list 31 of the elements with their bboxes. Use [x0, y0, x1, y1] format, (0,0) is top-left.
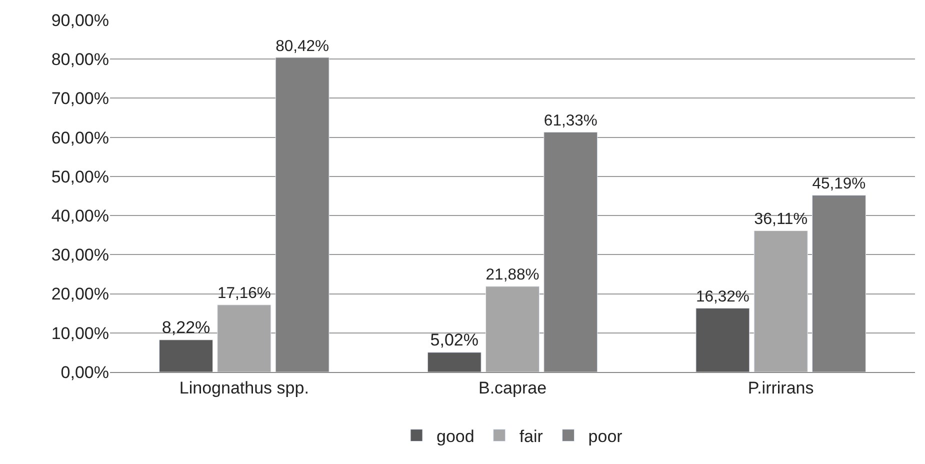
data-label: 17,16% [217, 285, 271, 302]
y-tick-label: 30,00% [51, 246, 109, 265]
x-tick-label: P.irrirans [748, 378, 814, 398]
data-label: 8,22% [162, 318, 210, 337]
data-label: 61,33% [544, 112, 598, 130]
bar [217, 304, 272, 372]
y-tick-label: 20,00% [51, 284, 109, 304]
bar [754, 230, 808, 372]
bar [486, 286, 540, 372]
y-tick-label: 10,00% [51, 324, 109, 343]
bar [696, 308, 750, 372]
y-tick-label: 60,00% [51, 128, 109, 148]
legend-label: good [436, 426, 474, 446]
y-tick-label: 40,00% [51, 206, 109, 226]
x-tick-label: Linognathus spp. [179, 378, 309, 398]
data-label: 5,02% [430, 330, 478, 350]
data-label: 21,88% [486, 266, 540, 284]
y-tick-label: 80,00% [51, 50, 109, 70]
y-tick-label: 50,00% [51, 167, 109, 186]
x-tick-label: B.caprae [478, 378, 547, 398]
bar [159, 340, 214, 372]
bar [427, 352, 482, 372]
data-label: 80,42% [276, 38, 330, 55]
data-label: 16,32% [696, 288, 750, 306]
data-label: 45,19% [812, 176, 866, 193]
y-tick-label: 90,00% [51, 10, 109, 30]
legend-label: poor [588, 426, 623, 446]
y-tick-label: 70,00% [51, 89, 109, 108]
legend-label: fair [519, 426, 544, 446]
y-tick-label: 0,00% [60, 362, 109, 382]
data-label: 36,11% [754, 210, 808, 228]
